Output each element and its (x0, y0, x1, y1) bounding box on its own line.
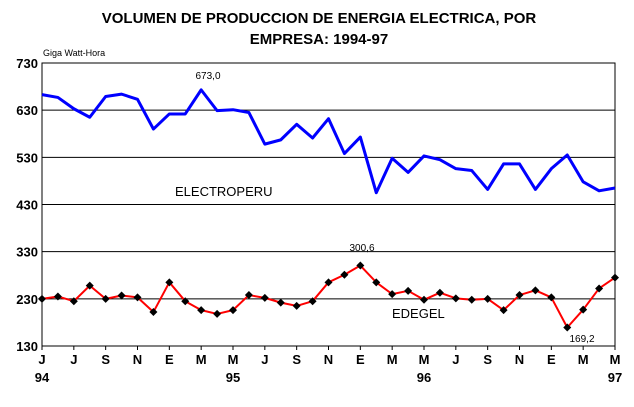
series-label-edegel: EDEGEL (392, 306, 445, 321)
marker-edegel-15 (276, 298, 285, 307)
marker-edegel-30 (515, 291, 524, 300)
marker-edegel-7 (149, 308, 158, 317)
marker-edegel-27 (467, 295, 476, 304)
x-tick-label-6: M (228, 352, 239, 367)
marker-edegel-26 (451, 294, 460, 303)
marker-edegel-32 (547, 293, 556, 302)
y-tick-label-430: 430 (16, 198, 38, 213)
y-tick-label-330: 330 (16, 245, 38, 260)
marker-edegel-11 (213, 309, 222, 318)
marker-edegel-5 (117, 291, 126, 300)
y-tick-label-530: 530 (16, 150, 38, 165)
marker-edegel-35 (595, 284, 604, 293)
marker-edegel-24 (420, 295, 428, 304)
year-label-97: 97 (608, 370, 622, 385)
marker-edegel-33 (563, 323, 572, 332)
annotation-edegel-max: 300,6 (349, 243, 374, 254)
marker-edegel-0 (38, 294, 46, 303)
marker-edegel-21 (372, 278, 381, 287)
annotation-electroperu-max: 673,0 (195, 71, 220, 82)
x-tick-label-3: N (133, 352, 142, 367)
marker-edegel-4 (101, 294, 110, 303)
marker-edegel-34 (579, 305, 588, 314)
marker-edegel-36 (611, 273, 619, 282)
x-tick-label-7: J (261, 352, 268, 367)
marker-edegel-2 (69, 297, 78, 306)
marker-edegel-13 (244, 291, 253, 300)
x-tick-label-13: J (452, 352, 459, 367)
chart-title: VOLUMEN DE PRODUCCION DE ENERGIA ELECTRI… (101, 10, 537, 27)
marker-edegel-31 (531, 286, 540, 295)
marker-edegel-12 (229, 306, 237, 315)
marker-edegel-1 (53, 292, 62, 301)
y-tick-label-630: 630 (16, 103, 38, 118)
series-line-electroperu (41, 88, 616, 195)
series-label-electroperu: ELECTROPERU (175, 184, 273, 199)
marker-edegel-8 (165, 278, 174, 287)
x-tick-label-0: J (38, 352, 45, 367)
year-label-94: 94 (35, 370, 50, 385)
year-label-95: 95 (226, 370, 240, 385)
marker-edegel-25 (435, 288, 444, 297)
marker-edegel-23 (404, 286, 413, 295)
x-tick-label-2: S (101, 352, 110, 367)
x-tick-label-4: E (165, 352, 174, 367)
x-tick-label-16: E (547, 352, 556, 367)
x-tick-label-15: N (515, 352, 524, 367)
x-tick-label-5: M (196, 352, 207, 367)
y-tick-label-230: 230 (16, 292, 38, 307)
marker-edegel-10 (197, 306, 206, 315)
x-tick-label-10: E (356, 352, 365, 367)
marker-edegel-29 (499, 306, 508, 315)
marker-edegel-9 (181, 297, 190, 306)
chart-subtitle: EMPRESA: 1994-97 (249, 31, 389, 48)
annotation-edegel-min: 169,2 (569, 334, 594, 345)
marker-edegel-18 (324, 278, 333, 287)
x-tick-label-9: N (324, 352, 333, 367)
y-axis-unit-label: Giga Watt-Hora (43, 48, 106, 58)
series-line-edegel (41, 264, 616, 329)
marker-edegel-19 (340, 270, 349, 279)
y-tick-label-730: 730 (16, 56, 38, 71)
marker-edegel-28 (483, 294, 492, 303)
x-tick-label-17: M (578, 352, 589, 367)
y-tick-label-130: 130 (16, 339, 38, 354)
marker-edegel-6 (133, 293, 142, 302)
marker-edegel-16 (292, 301, 301, 310)
marker-edegel-3 (85, 281, 94, 290)
year-label-96: 96 (417, 370, 431, 385)
marker-edegel-14 (260, 293, 269, 302)
x-tick-label-18: M (610, 352, 621, 367)
x-tick-label-8: S (292, 352, 301, 367)
marker-edegel-20 (356, 261, 365, 270)
marker-edegel-17 (308, 297, 317, 306)
x-tick-label-14: S (483, 352, 492, 367)
x-tick-label-11: M (387, 352, 398, 367)
x-tick-label-12: M (419, 352, 430, 367)
marker-edegel-22 (388, 290, 397, 299)
x-tick-label-1: J (70, 352, 77, 367)
